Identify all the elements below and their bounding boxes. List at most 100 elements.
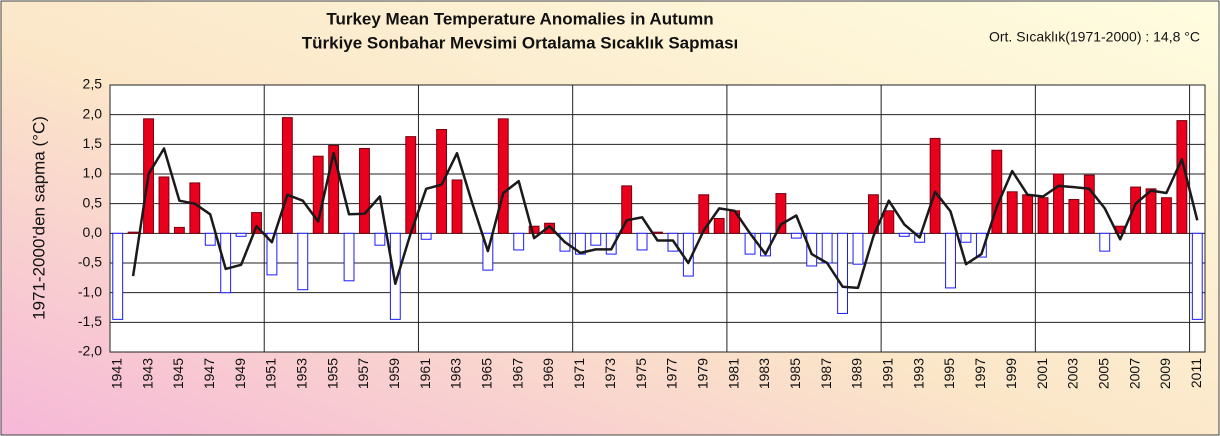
x-tick-label: 1963 xyxy=(448,358,464,389)
bar xyxy=(112,232,124,320)
bar xyxy=(1130,186,1142,234)
bar xyxy=(975,232,987,258)
trend-line xyxy=(131,147,1199,290)
bar xyxy=(158,176,170,234)
x-tick-label: 1955 xyxy=(324,358,340,389)
bar xyxy=(898,232,910,237)
bar xyxy=(281,117,293,234)
bar xyxy=(374,232,386,246)
x-tick-label: 2009 xyxy=(1157,358,1173,389)
x-tick-label: 1987 xyxy=(818,358,834,389)
bar xyxy=(359,147,370,234)
y-tick-label: -0,5 xyxy=(78,254,102,270)
x-tick-label: 1989 xyxy=(849,358,865,389)
x-tick-label: 1995 xyxy=(941,358,957,389)
bar xyxy=(852,232,864,265)
bar xyxy=(389,232,401,320)
bar xyxy=(806,232,818,267)
x-tick-label: 1997 xyxy=(972,358,988,389)
bar xyxy=(590,232,602,246)
bar xyxy=(929,137,941,234)
x-tick-label: 1975 xyxy=(633,358,649,389)
x-tick-label: 1957 xyxy=(355,358,371,389)
chart-subtitle: Türkiye Sonbahar Mevsimi Ortalama Sıcakl… xyxy=(302,33,739,52)
bar xyxy=(235,232,247,237)
x-tick-label: 2007 xyxy=(1126,358,1142,389)
x-tick-label: 1947 xyxy=(201,358,217,389)
bar xyxy=(1053,173,1064,234)
bar xyxy=(1099,232,1111,252)
bar xyxy=(436,129,448,234)
x-tick-label: 2005 xyxy=(1095,358,1111,389)
y-axis-label: 1971-2000'den sapma (°C) xyxy=(29,116,48,320)
bar xyxy=(621,185,633,234)
bar xyxy=(1145,188,1157,234)
y-tick-label: 2,5 xyxy=(83,76,103,92)
bar xyxy=(266,232,278,276)
bar xyxy=(713,218,725,234)
x-tick-label: 1945 xyxy=(170,358,186,389)
bar xyxy=(204,232,216,246)
bar xyxy=(790,232,802,239)
y-tick-label: 1,5 xyxy=(83,135,103,151)
bar xyxy=(1191,232,1203,320)
x-tick-label: 2003 xyxy=(1065,358,1081,389)
x-tick-label: 1973 xyxy=(602,358,618,389)
y-tick-label: -1,5 xyxy=(78,313,102,329)
bar xyxy=(127,231,139,234)
y-tick-label: 0,0 xyxy=(83,224,103,240)
y-tick-label: 0,5 xyxy=(83,194,103,210)
bar xyxy=(605,232,617,255)
y-tick-label: 2,0 xyxy=(83,105,103,121)
x-tick-label: 1949 xyxy=(232,358,248,389)
x-tick-label: 1959 xyxy=(386,358,402,389)
bar xyxy=(405,136,417,234)
bar xyxy=(960,232,972,243)
x-tick-label: 1993 xyxy=(910,358,926,389)
x-tick-label: 1953 xyxy=(293,358,309,389)
annotation: Ort. Sıcaklık(1971-2000) : 14,8 °C xyxy=(989,29,1200,45)
bar xyxy=(775,193,787,234)
bar xyxy=(328,145,340,234)
x-tick-label: 1979 xyxy=(694,358,710,389)
x-tick-label: 2011 xyxy=(1188,358,1204,388)
x-tick-label: 1965 xyxy=(479,358,495,389)
bar xyxy=(343,232,355,282)
bar xyxy=(297,232,309,291)
bar xyxy=(420,232,432,240)
bar xyxy=(1083,174,1095,234)
bar xyxy=(528,225,540,234)
bar xyxy=(544,222,555,234)
y-tick-label: -1,0 xyxy=(78,283,102,299)
bar xyxy=(173,226,185,234)
x-tick-label: 1991 xyxy=(880,358,896,389)
x-tick-label: 1967 xyxy=(509,358,525,389)
bar xyxy=(1037,197,1049,234)
bar xyxy=(821,232,833,264)
x-tick-label: 1977 xyxy=(664,358,680,389)
x-tick-label: 1981 xyxy=(725,358,741,389)
y-tick-label: -2,0 xyxy=(78,343,102,359)
bar xyxy=(1161,197,1172,234)
x-tick-label: 1999 xyxy=(1003,358,1019,389)
bar xyxy=(636,232,648,251)
bar xyxy=(189,182,201,234)
bar xyxy=(497,118,509,234)
bar xyxy=(220,232,232,294)
x-tick-label: 1969 xyxy=(540,358,556,389)
bar xyxy=(251,212,262,234)
bar xyxy=(945,232,956,289)
bar xyxy=(837,232,849,314)
x-tick-label: 1961 xyxy=(417,358,433,389)
bar xyxy=(883,210,895,234)
x-tick-label: 2001 xyxy=(1034,358,1050,389)
bar xyxy=(1006,191,1018,234)
chart-title: Turkey Mean Temperature Anomalies in Aut… xyxy=(326,9,713,28)
bar xyxy=(1022,194,1034,234)
x-tick-label: 1943 xyxy=(139,358,155,389)
bar xyxy=(451,179,463,234)
bar xyxy=(991,149,1003,234)
x-tick-label: 1941 xyxy=(108,358,124,389)
bar xyxy=(1068,199,1080,234)
